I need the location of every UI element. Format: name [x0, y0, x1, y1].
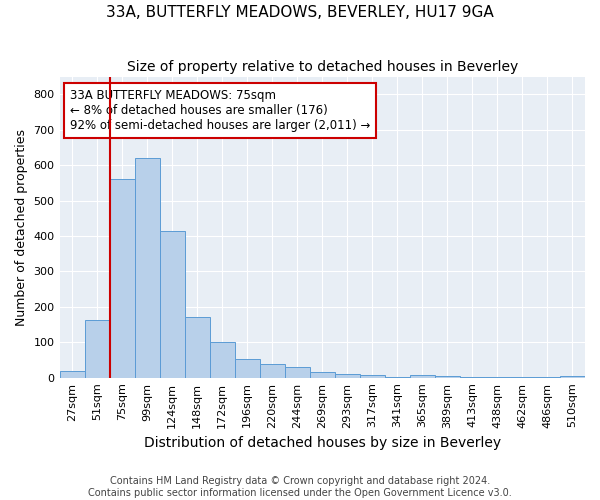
Bar [410, 375, 435, 378]
Bar [385, 377, 410, 378]
Bar [134, 158, 160, 378]
Title: Size of property relative to detached houses in Beverley: Size of property relative to detached ho… [127, 60, 518, 74]
Bar [335, 374, 360, 378]
Bar [209, 342, 235, 378]
Text: Contains HM Land Registry data © Crown copyright and database right 2024.
Contai: Contains HM Land Registry data © Crown c… [88, 476, 512, 498]
Bar [110, 180, 134, 378]
Bar [59, 372, 85, 378]
Bar [560, 376, 585, 378]
Text: 33A, BUTTERFLY MEADOWS, BEVERLEY, HU17 9GA: 33A, BUTTERFLY MEADOWS, BEVERLEY, HU17 9… [106, 5, 494, 20]
Bar [185, 318, 209, 378]
Bar [360, 375, 385, 378]
X-axis label: Distribution of detached houses by size in Beverley: Distribution of detached houses by size … [144, 436, 501, 450]
Bar [435, 376, 460, 378]
Text: 33A BUTTERFLY MEADOWS: 75sqm
← 8% of detached houses are smaller (176)
92% of se: 33A BUTTERFLY MEADOWS: 75sqm ← 8% of det… [70, 88, 370, 132]
Bar [160, 230, 185, 378]
Bar [85, 320, 110, 378]
Bar [285, 367, 310, 378]
Bar [260, 364, 285, 378]
Y-axis label: Number of detached properties: Number of detached properties [15, 128, 28, 326]
Bar [310, 372, 335, 378]
Bar [460, 377, 485, 378]
Bar [235, 360, 260, 378]
